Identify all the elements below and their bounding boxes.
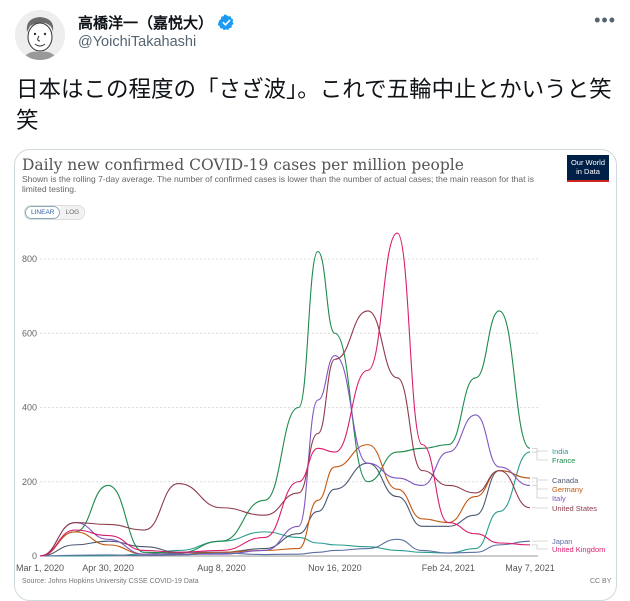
owid-logo[interactable]: Our World in Data bbox=[567, 155, 609, 182]
log-toggle-button[interactable]: LOG bbox=[60, 206, 85, 219]
x-tick-label: Feb 24, 2021 bbox=[422, 563, 475, 573]
x-tick-label: Aug 8, 2020 bbox=[197, 563, 246, 573]
legend-label-canada[interactable]: Canada bbox=[552, 476, 579, 485]
legend-label-france[interactable]: France bbox=[552, 456, 575, 465]
series-line-italy[interactable] bbox=[39, 354, 531, 557]
chart-title: Daily new confirmed COVID-19 cases per m… bbox=[22, 156, 464, 174]
x-tick-label: Mar 1, 2020 bbox=[16, 563, 64, 573]
legend-connector bbox=[532, 544, 548, 550]
avatar[interactable] bbox=[15, 10, 65, 60]
legend-label-united-states[interactable]: United States bbox=[552, 504, 597, 513]
y-tick-label: 800 bbox=[22, 254, 37, 264]
author-name[interactable]: 高橋洋一（嘉悦大） bbox=[78, 14, 214, 32]
series-line-japan[interactable] bbox=[39, 538, 531, 557]
author-handle[interactable]: @YoichiTakahashi bbox=[78, 34, 197, 50]
avatar-caricature-icon bbox=[15, 10, 65, 60]
legend-connector bbox=[532, 477, 548, 490]
series-line-united-kingdom[interactable] bbox=[39, 232, 531, 557]
legend-label-germany[interactable]: Germany bbox=[552, 485, 583, 494]
chart-source[interactable]: Source: Johns Hopkins University CSSE CO… bbox=[22, 578, 199, 585]
more-options-button[interactable]: ••• bbox=[594, 10, 616, 31]
verified-badge-icon bbox=[218, 14, 234, 31]
chart-card[interactable] bbox=[14, 149, 617, 601]
legend-connector bbox=[532, 447, 548, 461]
y-tick-label: 0 bbox=[32, 551, 37, 561]
y-tick-label: 400 bbox=[22, 403, 37, 413]
legend-label-japan[interactable]: Japan bbox=[552, 537, 572, 546]
owid-logo-line1: Our World bbox=[570, 158, 606, 167]
legend-label-united-kingdom[interactable]: United Kingdom bbox=[552, 545, 605, 554]
chart-subtitle: Shown is the rolling 7-day average. The … bbox=[22, 174, 535, 194]
owid-logo-line2: in Data bbox=[576, 167, 600, 176]
y-tick-label: 200 bbox=[22, 477, 37, 487]
legend-connector bbox=[532, 485, 548, 499]
series-line-india[interactable] bbox=[40, 451, 531, 557]
linear-toggle-button[interactable]: LINEAR bbox=[25, 206, 61, 219]
x-tick-label: Apr 30, 2020 bbox=[82, 563, 134, 573]
legend-label-india[interactable]: India bbox=[552, 447, 569, 456]
x-tick-label: May 7, 2021 bbox=[505, 563, 555, 573]
author-row: 高橋洋一（嘉悦大） bbox=[78, 12, 235, 33]
legend-label-italy[interactable]: Italy bbox=[552, 494, 566, 503]
scale-toggle: LINEAR LOG bbox=[24, 205, 86, 220]
y-tick-label: 600 bbox=[22, 328, 37, 338]
x-tick-label: Nov 16, 2020 bbox=[308, 563, 362, 573]
series-line-france[interactable] bbox=[39, 251, 531, 557]
series-line-united-states[interactable] bbox=[39, 310, 531, 557]
more-icon: ••• bbox=[594, 10, 616, 30]
series-line-germany[interactable] bbox=[39, 444, 531, 557]
series-line-canada[interactable] bbox=[39, 462, 531, 557]
chart-license[interactable]: CC BY bbox=[590, 578, 612, 585]
legend-connector bbox=[532, 450, 548, 453]
tweet-text: 日本はこの程度の「さざ波」。これで五輪中止とかいうと笑笑 bbox=[16, 77, 612, 134]
